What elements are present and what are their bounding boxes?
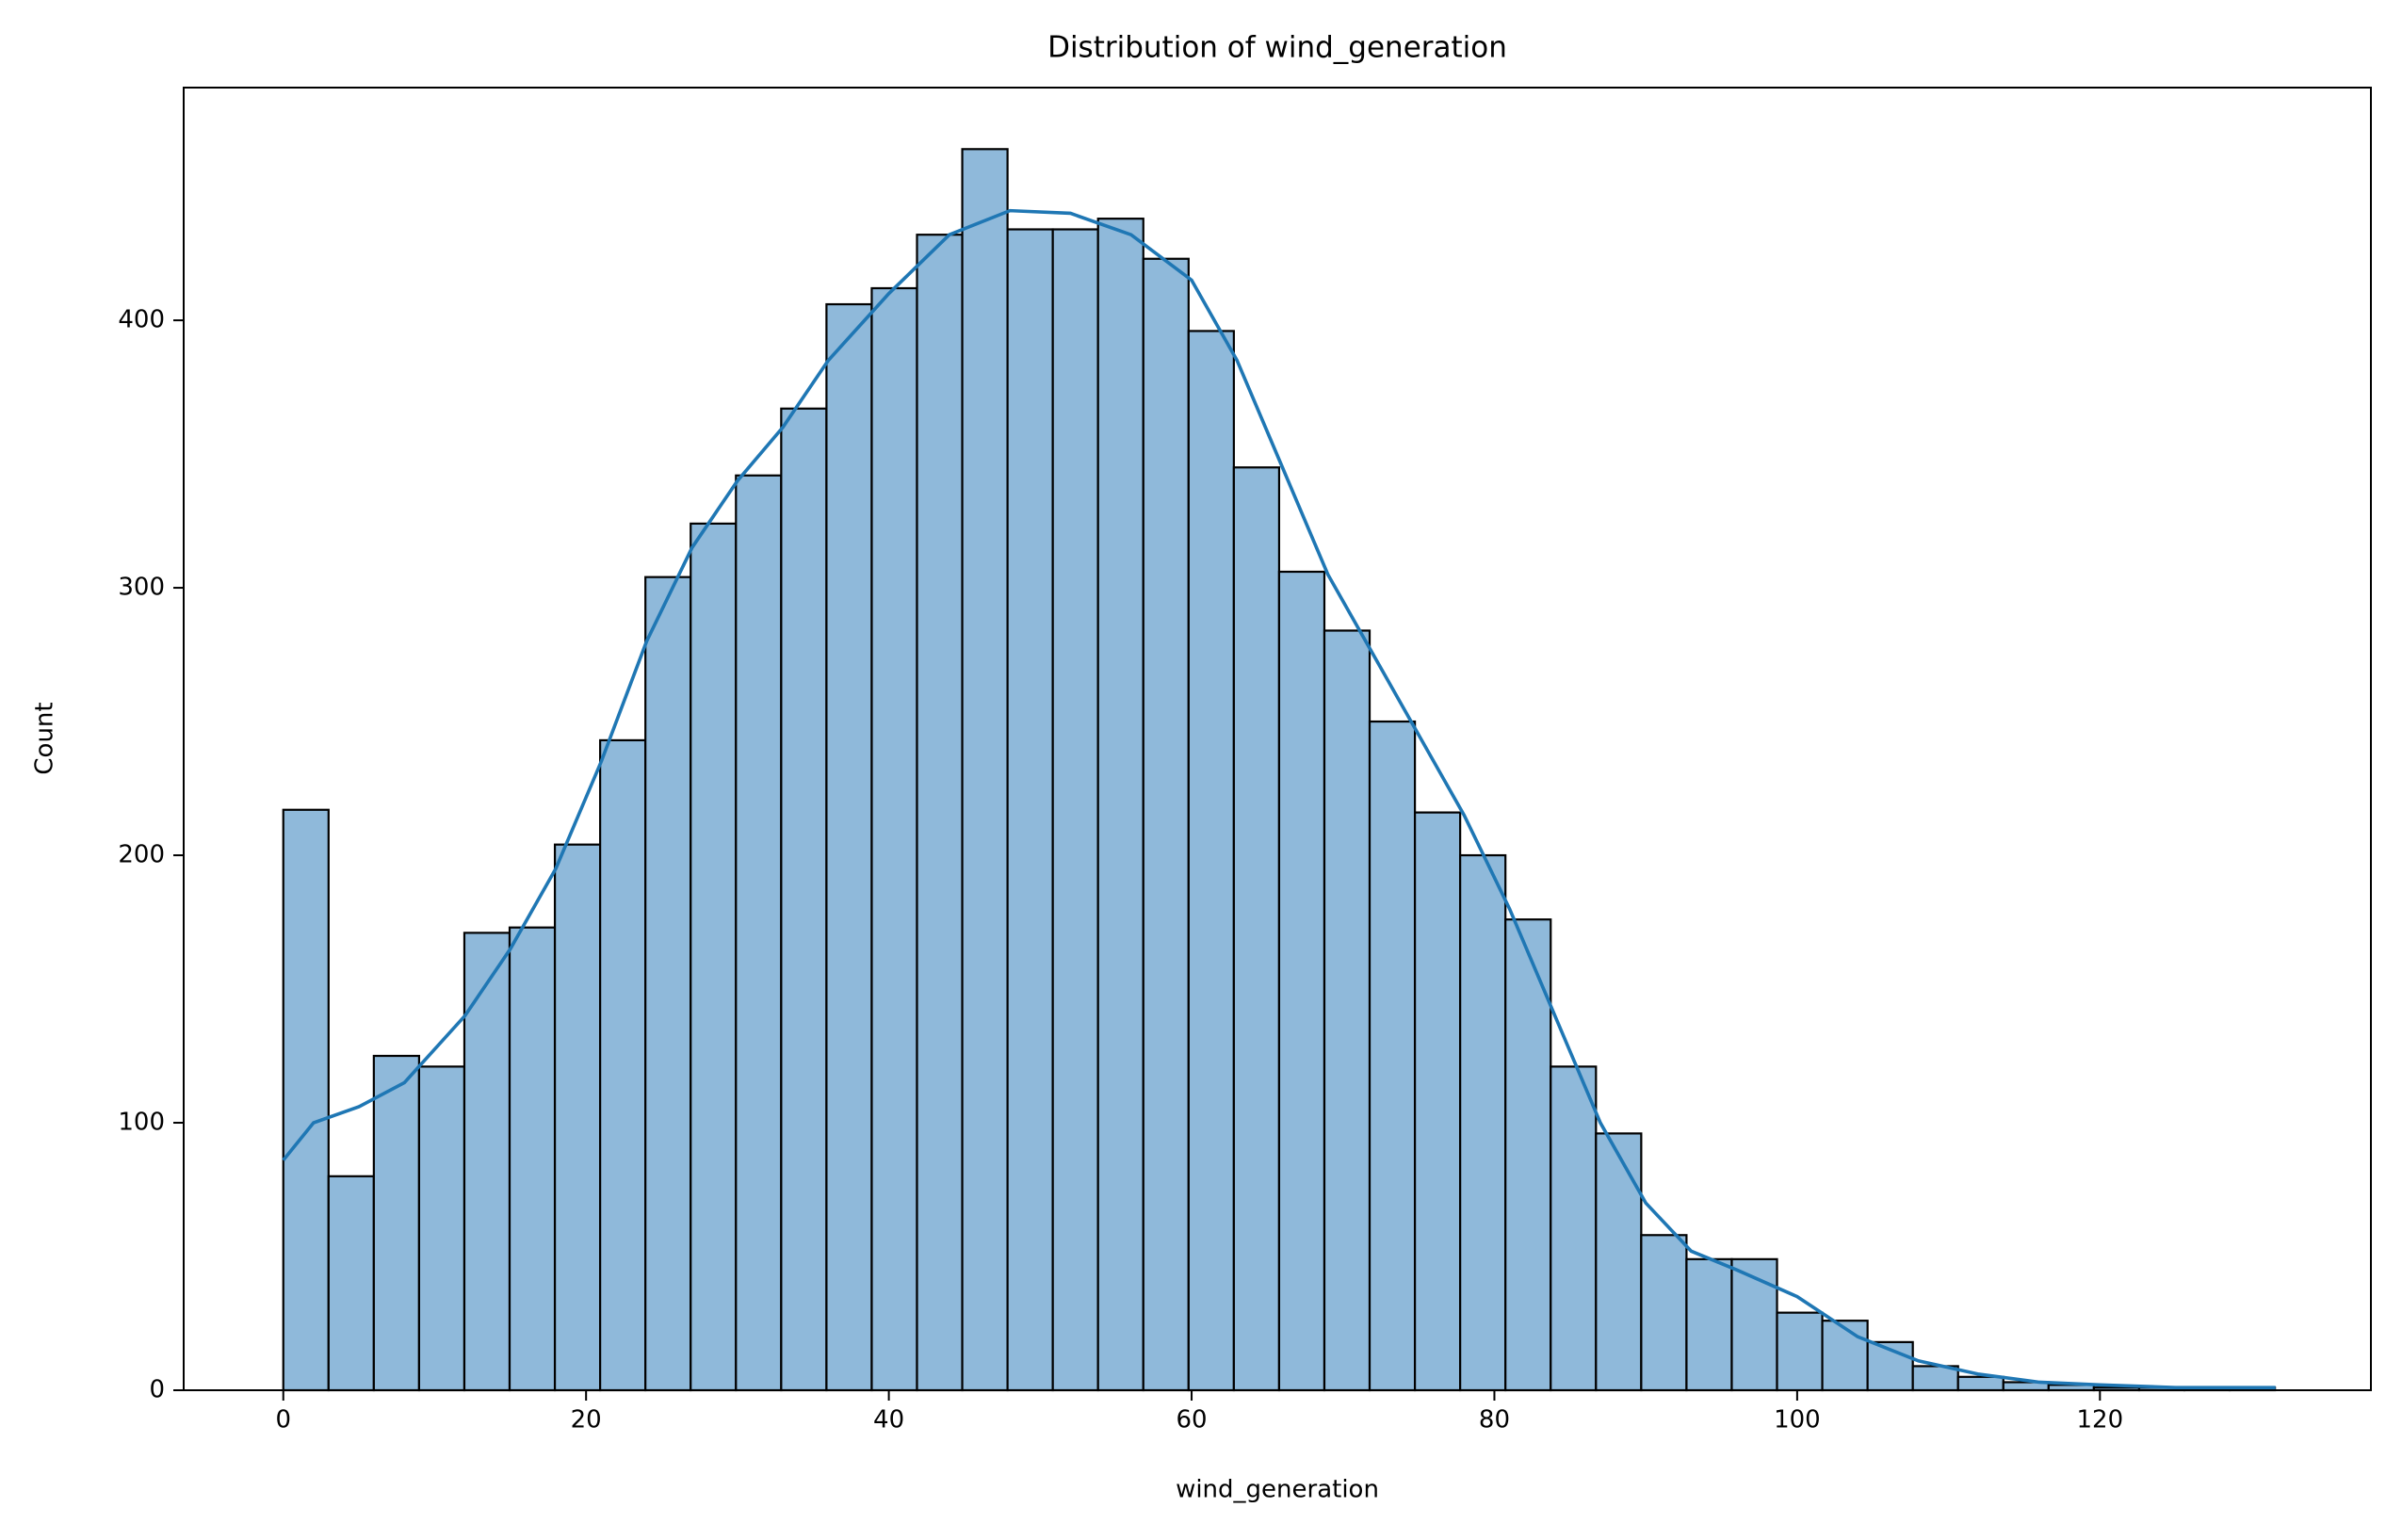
bar [1368, 720, 1417, 1392]
bar [417, 1065, 466, 1392]
bar [553, 843, 602, 1392]
bar [961, 148, 1009, 1392]
bar [1096, 218, 1144, 1392]
bar [1006, 228, 1054, 1392]
bar [1776, 1311, 1824, 1392]
bar [1504, 918, 1552, 1392]
bar [916, 234, 964, 1392]
bar [1550, 1065, 1598, 1392]
x-tick-label: 0 [275, 1406, 291, 1435]
bar [1323, 629, 1371, 1392]
bar [1413, 811, 1462, 1392]
bar [1640, 1234, 1688, 1392]
bar [1685, 1257, 1733, 1392]
bar [644, 575, 692, 1392]
bar [599, 738, 647, 1392]
bar [508, 926, 557, 1392]
bar [735, 474, 783, 1392]
y-tick-label: 100 [118, 1109, 165, 1137]
bar [780, 407, 828, 1392]
y-tick-label: 200 [118, 841, 165, 869]
x-tick-label: 40 [873, 1406, 904, 1435]
y-tick-label: 0 [149, 1376, 165, 1404]
x-tick-label: 120 [2077, 1406, 2124, 1435]
x-axis-label: wind_generation [1176, 1476, 1379, 1504]
y-axis-label: Count [31, 702, 59, 774]
bar [463, 932, 511, 1392]
bar [1459, 853, 1507, 1392]
bar [282, 808, 330, 1392]
bar [327, 1175, 375, 1392]
bar [825, 302, 873, 1392]
bar [1821, 1320, 1869, 1392]
bar [1051, 228, 1099, 1392]
bar [372, 1054, 421, 1392]
x-tick-label: 80 [1479, 1406, 1510, 1435]
bar [1730, 1257, 1778, 1392]
x-tick-label: 100 [1774, 1406, 1821, 1435]
x-tick-label: 20 [571, 1406, 602, 1435]
bar [690, 522, 738, 1392]
bar [1142, 257, 1190, 1392]
bar [870, 286, 918, 1392]
bar [1956, 1375, 2004, 1392]
plot-frame [183, 87, 2372, 1391]
bar [1232, 466, 1281, 1392]
chart-title: Distribution of wind_generation [1047, 31, 1507, 65]
kde-line [282, 208, 2276, 1389]
bar [1277, 570, 1326, 1392]
x-tick-label: 60 [1176, 1406, 1207, 1435]
y-tick-label: 300 [118, 574, 165, 602]
bar [1187, 330, 1235, 1392]
y-tick-label: 400 [118, 306, 165, 334]
bar [1595, 1132, 1643, 1392]
